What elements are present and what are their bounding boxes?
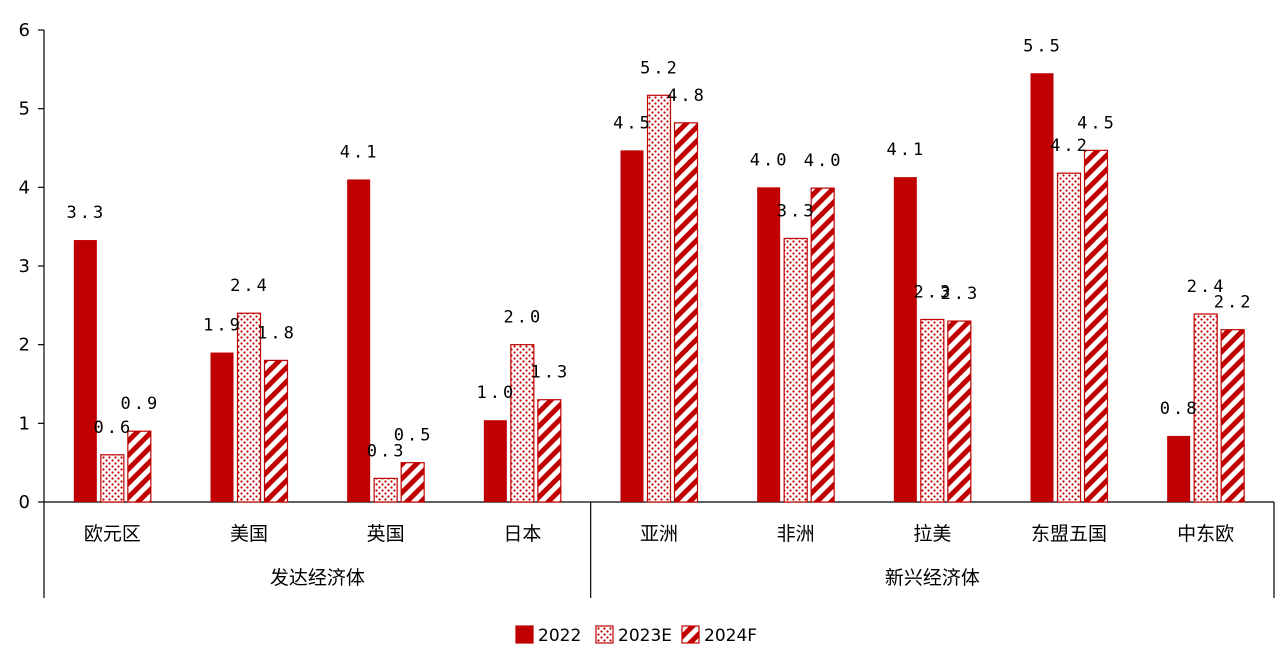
data-label: 0.9: [120, 394, 160, 414]
group-label: 新兴经济体: [885, 567, 980, 589]
bar-2022-拉美: [893, 177, 917, 502]
bar-2024F-英国: [400, 462, 425, 503]
category-label: 日本: [503, 523, 541, 545]
bar-2024F-日本: [537, 399, 562, 503]
data-label: 4.2: [1050, 136, 1090, 156]
bar-2023E-亚洲: [646, 94, 672, 503]
data-label: 4.1: [340, 142, 380, 162]
data-label: 2.0: [503, 308, 543, 328]
category-label: 东盟五国: [1031, 523, 1107, 545]
legend-label: 2022: [538, 626, 581, 646]
category-label: 欧元区: [84, 523, 141, 545]
data-label: 0.6: [93, 418, 133, 438]
y-tick-label: 0: [19, 492, 30, 513]
bar-2024F-欧元区: [127, 430, 152, 503]
bar-2024F-东盟五国: [1083, 149, 1109, 503]
legend-item-2023E: 2023E: [595, 625, 672, 646]
bar-2023E-中东欧: [1193, 313, 1218, 503]
data-label: 2.2: [1214, 293, 1254, 313]
category-label: 英国: [367, 523, 405, 545]
bar-2022-亚洲: [620, 150, 644, 503]
data-label: 5.5: [1023, 36, 1063, 56]
legend: 2022 2023E 2024F: [515, 625, 757, 646]
bar-2023E-东盟五国: [1056, 172, 1082, 503]
data-label: 1.0: [476, 383, 516, 403]
bar-2023E-美国: [236, 312, 262, 503]
legend-item-2024F: 2024F: [681, 625, 757, 646]
data-label: 4.8: [667, 86, 707, 106]
data-label: 0.3: [367, 441, 407, 461]
data-label: 0.5: [394, 426, 434, 446]
data-label: 0.8: [1160, 399, 1200, 419]
data-label: 4.1: [886, 140, 926, 160]
data-label: 2.4: [1187, 277, 1227, 297]
data-label: 1.3: [530, 363, 570, 383]
bars: [73, 73, 1245, 503]
bar-2023E-欧元区: [100, 454, 125, 503]
data-label: 3.3: [777, 201, 817, 221]
bar-2022-美国: [210, 352, 234, 502]
y-tick-label: 6: [19, 20, 30, 41]
bar-2024F-亚洲: [673, 122, 699, 503]
bar-2022-欧元区: [73, 240, 97, 503]
data-labels: 3.3 0.6 0.9 1.9 2.4 1.8 4.1 0.30.5 1.0 2.0 1.3 4.5 5…: [66, 36, 1254, 461]
bar-2024F-拉美: [947, 320, 972, 503]
category-label: 中东欧: [1177, 523, 1234, 545]
legend-swatch: [681, 625, 700, 644]
y-tick-label: 1: [19, 413, 30, 434]
bar-2023E-英国: [373, 477, 398, 503]
category-label: 非洲: [777, 523, 815, 545]
y-tick-label: 4: [19, 177, 30, 198]
legend-swatch: [515, 625, 534, 644]
bar-2024F-非洲: [810, 187, 835, 503]
group-label: 发达经济体: [270, 567, 365, 589]
data-label: 2.3: [940, 284, 980, 304]
legend-swatch: [595, 625, 614, 644]
y-tick-label: 3: [19, 256, 30, 277]
category-label: 美国: [230, 523, 268, 545]
category-label: 亚洲: [640, 523, 678, 545]
data-label: 2.4: [230, 276, 270, 296]
category-label: 拉美: [913, 523, 951, 545]
data-label: 3.3: [66, 203, 106, 223]
data-label: 5.2: [640, 58, 680, 78]
bar-2023E-拉美: [920, 318, 945, 503]
bar-2022-东盟五国: [1030, 73, 1054, 503]
data-label: 1.8: [257, 323, 297, 343]
legend-label: 2024F: [704, 626, 757, 646]
data-label: 4.5: [613, 113, 653, 133]
data-label: 1.9: [203, 316, 243, 336]
bar-2024F-美国: [263, 359, 289, 503]
bar-2022-日本: [483, 420, 507, 502]
bar-2024F-中东欧: [1220, 329, 1245, 503]
y-tick-label: 5: [19, 99, 30, 120]
legend-item-2022: 2022: [515, 625, 581, 646]
bar-2023E-日本: [510, 344, 535, 503]
data-label: 2.3: [913, 282, 953, 302]
data-label: 4.0: [750, 150, 790, 170]
data-label: 4.0: [804, 151, 844, 171]
data-label: 4.5: [1077, 113, 1117, 133]
bar-2022-中东欧: [1167, 435, 1191, 502]
bar-2022-英国: [347, 179, 371, 502]
bar-2022-非洲: [757, 187, 781, 503]
y-tick-label: 2: [19, 335, 30, 356]
legend-label: 2023E: [618, 626, 672, 646]
bar-2023E-非洲: [783, 237, 808, 503]
